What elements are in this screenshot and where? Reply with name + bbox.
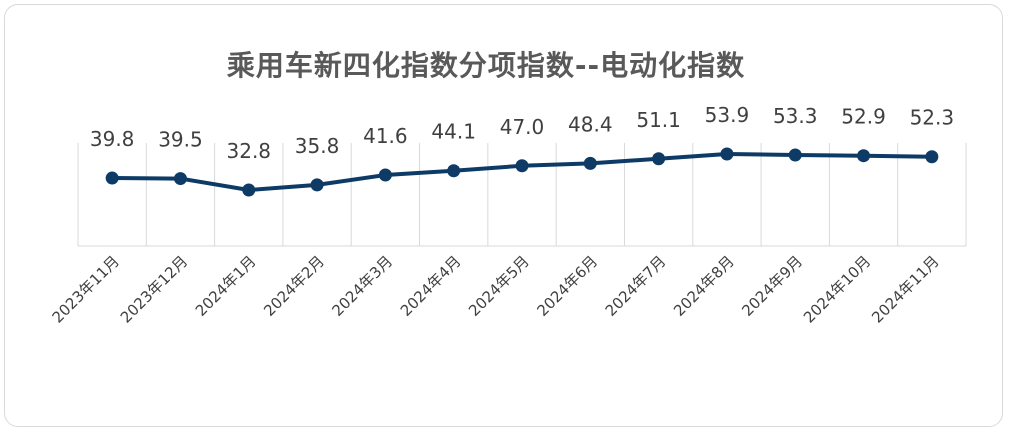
data-point [720, 147, 734, 161]
data-point [242, 183, 256, 197]
x-tick-label: 2024年7月 [602, 252, 670, 320]
x-tick-label: 2024年11月 [868, 252, 942, 326]
x-tick-label: 2024年2月 [260, 252, 328, 320]
data-point [378, 168, 392, 182]
x-tick-label: 2024年9月 [738, 252, 806, 320]
x-tick-label: 2023年12月 [117, 252, 191, 326]
data-point [652, 152, 666, 166]
data-label: 39.5 [158, 128, 203, 152]
data-label: 47.0 [500, 115, 545, 139]
data-point [447, 164, 461, 178]
x-tick-label: 2024年8月 [670, 252, 738, 320]
data-label: 48.4 [568, 112, 613, 136]
x-tick-label: 2024年5月 [465, 252, 533, 320]
data-label: 41.6 [363, 124, 408, 148]
x-tick-label: 2023年11月 [49, 252, 123, 326]
data-label: 53.9 [705, 103, 750, 127]
data-label: 52.3 [910, 106, 955, 130]
chart-title: 乘用车新四化指数分项指数--电动化指数 [226, 49, 746, 82]
data-point [857, 149, 871, 163]
data-point [173, 172, 187, 186]
data-label: 39.8 [90, 127, 135, 151]
x-tick-label: 2024年4月 [397, 252, 465, 320]
data-point [788, 148, 802, 162]
x-tick-label: 2024年10月 [800, 252, 874, 326]
x-tick-label: 2024年1月 [192, 252, 260, 320]
data-point [310, 178, 324, 192]
data-point [583, 156, 597, 170]
data-label: 35.8 [295, 134, 340, 158]
data-point [105, 171, 119, 185]
x-tick-label: 2024年6月 [533, 252, 601, 320]
data-label: 53.3 [773, 104, 818, 128]
data-point [925, 150, 939, 164]
data-label: 52.9 [841, 105, 886, 129]
data-label: 51.1 [636, 108, 681, 132]
data-label: 32.8 [227, 139, 272, 163]
chart-frame [4, 4, 1003, 427]
data-label: 44.1 [431, 120, 476, 144]
data-point [515, 159, 529, 173]
x-tick-label: 2024年3月 [329, 252, 397, 320]
